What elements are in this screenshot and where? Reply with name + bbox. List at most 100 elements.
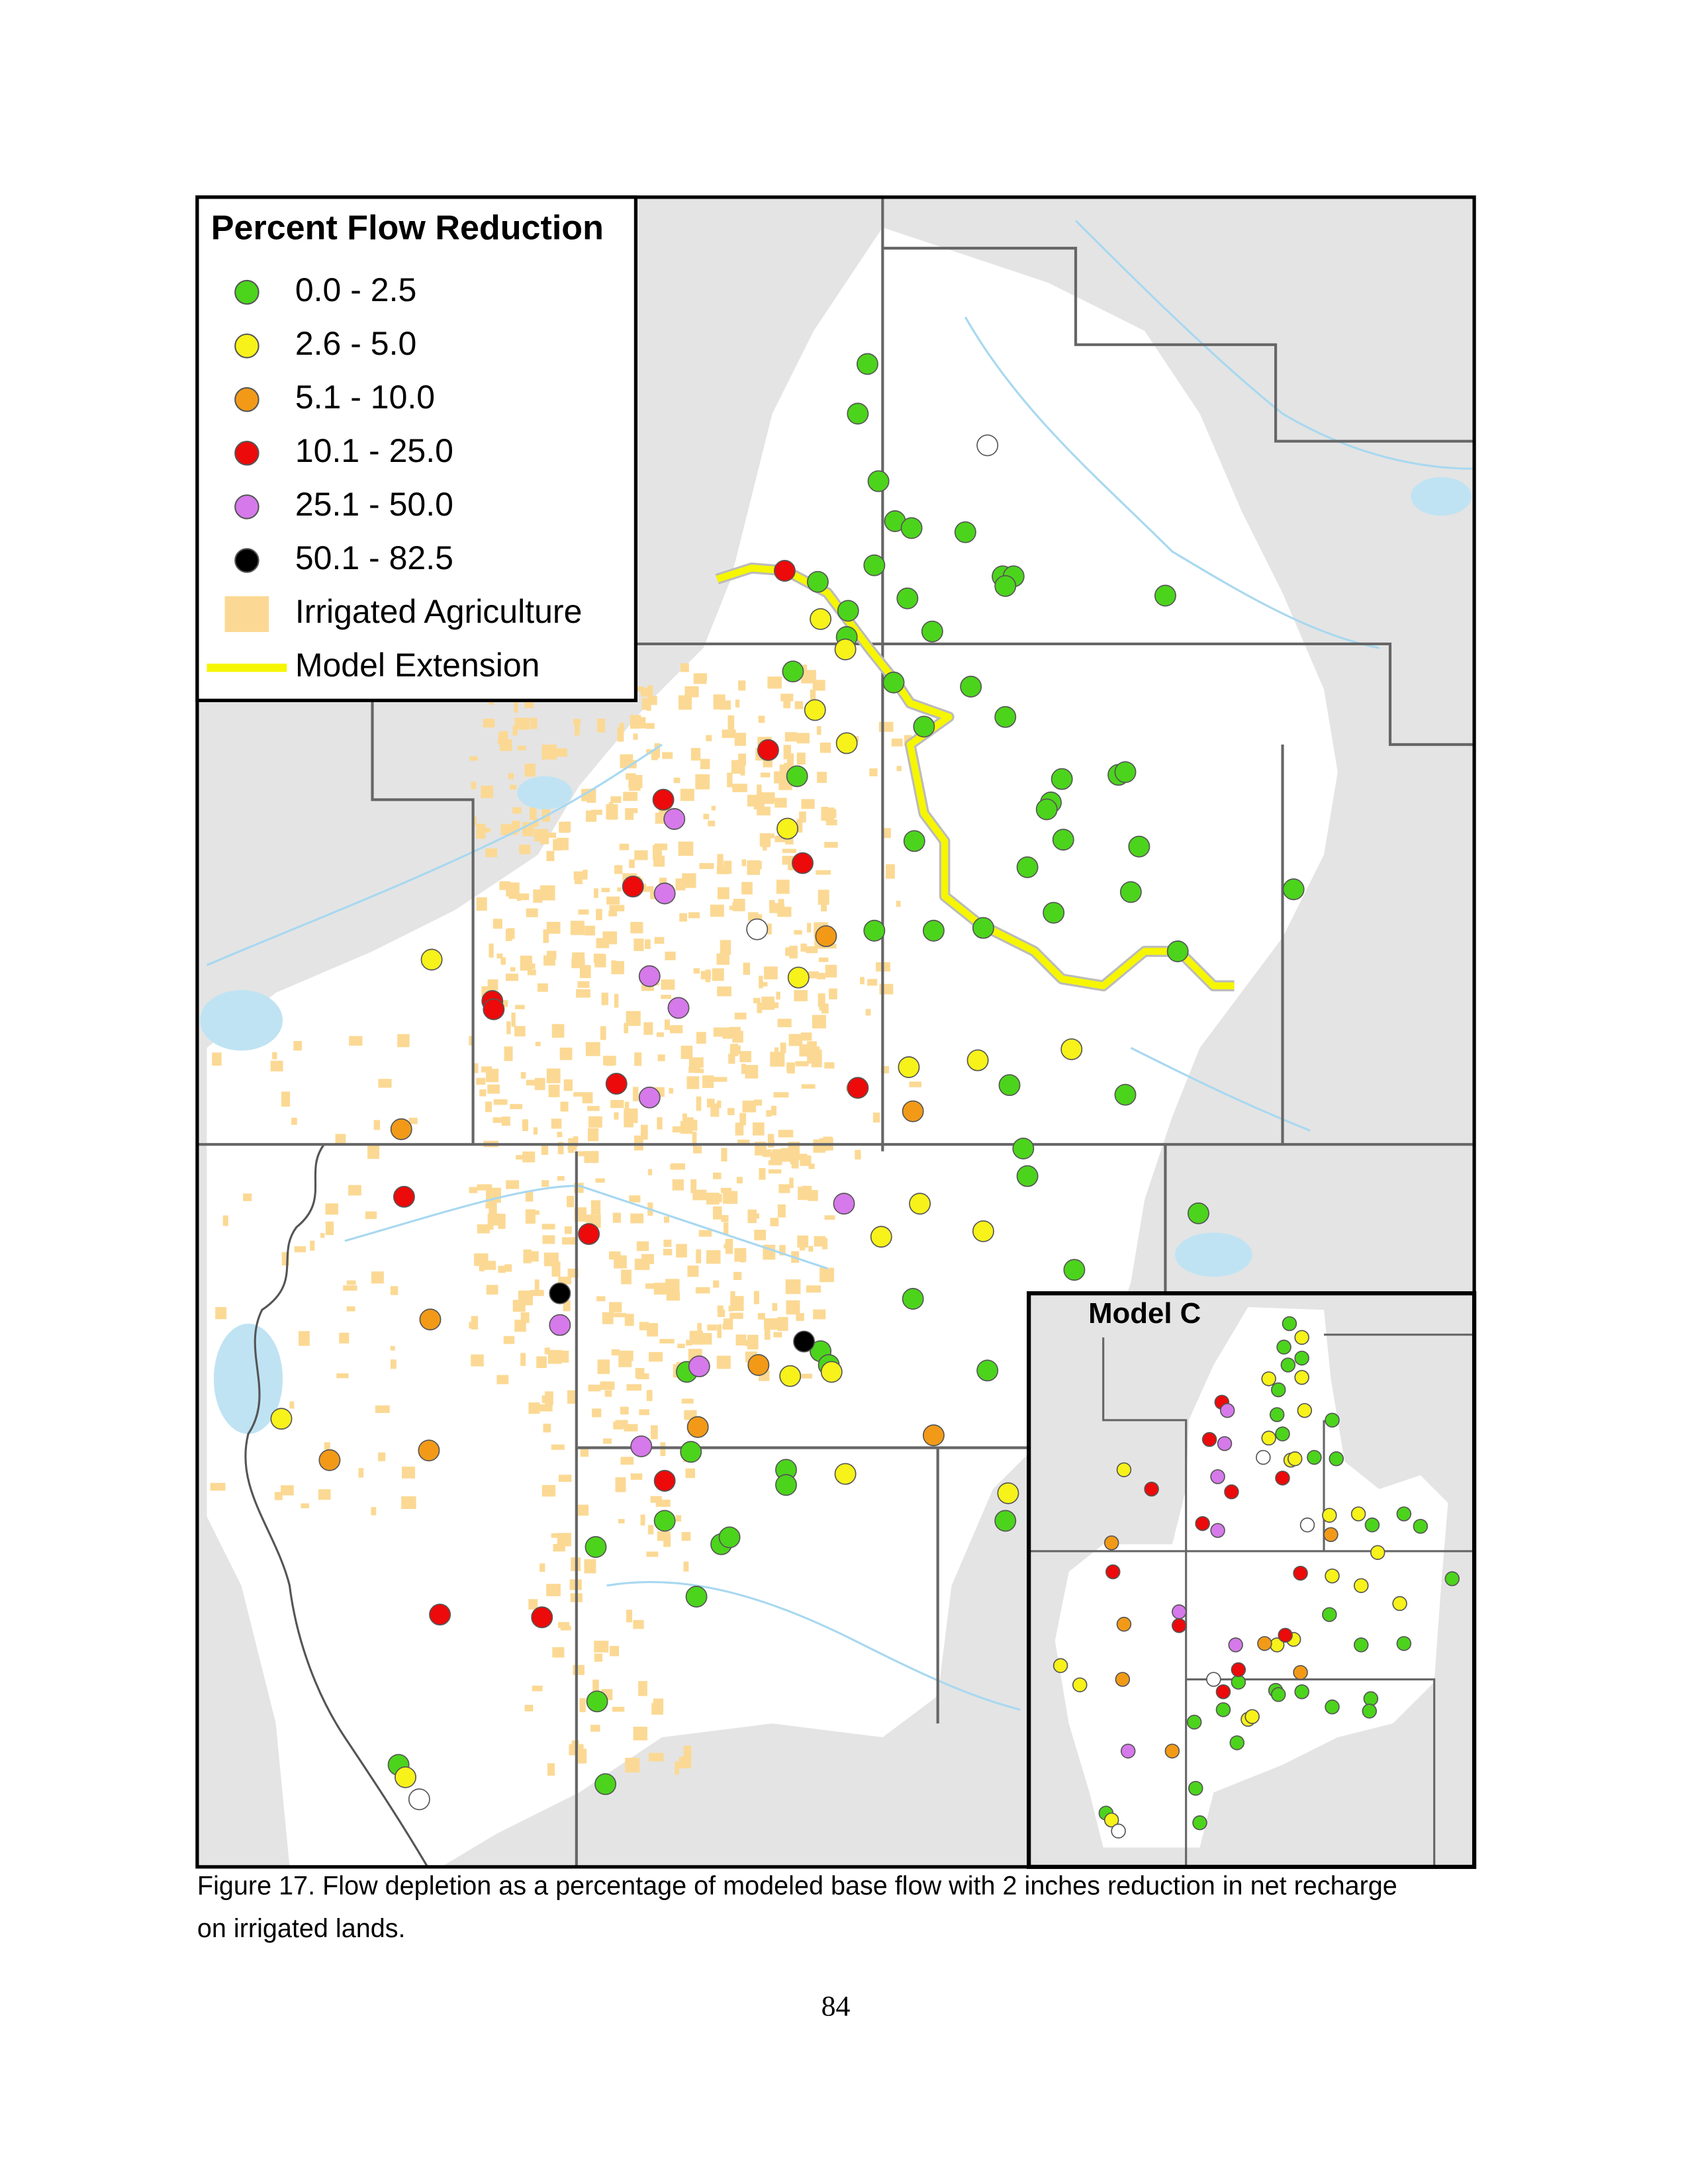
map bbox=[197, 197, 1475, 1867]
ag-patch bbox=[753, 997, 761, 1004]
ag-patch bbox=[546, 1584, 561, 1596]
site bbox=[921, 620, 943, 643]
ag-patch bbox=[590, 809, 602, 815]
ag-patch bbox=[618, 1519, 625, 1524]
ag-patch bbox=[626, 1011, 641, 1026]
ag-patch bbox=[648, 1351, 663, 1362]
ag-patch bbox=[671, 1163, 685, 1170]
site bbox=[1362, 1704, 1377, 1719]
ag-patch bbox=[349, 1036, 363, 1046]
ag-patch bbox=[774, 771, 789, 784]
inset-title: Model C bbox=[1088, 1297, 1201, 1330]
ag-patch bbox=[592, 1679, 599, 1694]
county-lines bbox=[197, 197, 1475, 1867]
ag-patch bbox=[717, 986, 731, 997]
ag-patch bbox=[643, 1022, 653, 1035]
ag-patch bbox=[373, 1120, 381, 1130]
legend-symbol bbox=[234, 494, 259, 520]
ag-patch bbox=[558, 1277, 572, 1285]
site bbox=[585, 1536, 607, 1558]
site bbox=[429, 1604, 451, 1626]
ag-patch bbox=[560, 1625, 571, 1631]
ag-patch bbox=[611, 961, 624, 975]
site bbox=[1364, 1517, 1380, 1533]
ag-patch bbox=[680, 788, 694, 801]
ag-patch bbox=[563, 1079, 573, 1091]
site bbox=[549, 1282, 571, 1304]
ag-patch bbox=[699, 863, 714, 870]
inset-body bbox=[1029, 1293, 1475, 1867]
ag-patch bbox=[777, 907, 792, 917]
site bbox=[1164, 1743, 1180, 1759]
ag-patch bbox=[735, 1334, 747, 1346]
ag-patch bbox=[636, 1241, 649, 1251]
inset-frame bbox=[1027, 1291, 1477, 1869]
ag-patch bbox=[606, 1058, 614, 1066]
ag-patch bbox=[506, 974, 518, 981]
ag-patch bbox=[600, 1026, 606, 1040]
site bbox=[1224, 1484, 1239, 1500]
ag-patch bbox=[397, 1034, 410, 1048]
ag-patch bbox=[808, 971, 820, 979]
ag-patch bbox=[629, 859, 635, 868]
legend-label: Model Extension bbox=[295, 647, 540, 684]
ag-patch bbox=[855, 1150, 861, 1160]
ag-patch bbox=[677, 1343, 685, 1349]
ag-patch bbox=[408, 1117, 418, 1124]
ag-patch bbox=[757, 1312, 765, 1320]
ag-patch bbox=[474, 1063, 479, 1073]
ag-patch bbox=[530, 717, 538, 729]
ag-patch bbox=[772, 1302, 778, 1311]
ag-patch bbox=[633, 1727, 647, 1741]
site bbox=[804, 699, 826, 721]
ag-patch bbox=[813, 1309, 826, 1320]
ag-patch bbox=[727, 772, 733, 788]
study-area bbox=[207, 227, 1338, 1867]
ag-patch bbox=[639, 1322, 649, 1331]
ag-patch bbox=[663, 1249, 673, 1255]
ag-patch bbox=[608, 911, 618, 917]
ag-patch bbox=[712, 1077, 727, 1082]
ag-patch bbox=[680, 663, 689, 672]
site bbox=[1325, 1412, 1340, 1428]
ag-patch bbox=[794, 989, 808, 1001]
ag-patch bbox=[865, 1009, 871, 1016]
ag-patch bbox=[823, 1270, 828, 1281]
ag-patch bbox=[539, 1404, 553, 1412]
ag-patch bbox=[867, 979, 878, 986]
ag-patch bbox=[243, 1193, 252, 1201]
ag-patch bbox=[612, 1212, 622, 1223]
ag-patch bbox=[595, 1178, 605, 1183]
ag-patch bbox=[717, 1305, 724, 1312]
site bbox=[1322, 1508, 1337, 1523]
ag-patch bbox=[510, 784, 517, 790]
ag-patch bbox=[546, 950, 557, 960]
ag-patch bbox=[860, 977, 865, 985]
site bbox=[1269, 1407, 1285, 1422]
ag-patch bbox=[869, 768, 878, 777]
ag-patch bbox=[294, 1246, 306, 1253]
ag-patch bbox=[343, 1285, 357, 1291]
rivers bbox=[206, 220, 1475, 1711]
ag-patch bbox=[778, 899, 784, 909]
page-number: 84 bbox=[821, 1990, 851, 2022]
ag-patch bbox=[507, 928, 515, 939]
ag-patch bbox=[721, 1148, 727, 1161]
ag-patch bbox=[767, 676, 782, 689]
ag-patch bbox=[734, 1013, 747, 1020]
river bbox=[1074, 220, 1475, 470]
ag-patch bbox=[808, 1246, 814, 1252]
ag-patch bbox=[532, 1685, 543, 1692]
ag-patch bbox=[641, 698, 649, 710]
site bbox=[1271, 1382, 1286, 1398]
ag-patch bbox=[675, 878, 686, 891]
ag-patch bbox=[782, 848, 796, 853]
ag-patch bbox=[825, 964, 837, 978]
site bbox=[638, 965, 661, 987]
ag-patch bbox=[713, 694, 726, 709]
ag-patch bbox=[528, 1599, 538, 1610]
ag-patch bbox=[346, 1306, 355, 1312]
ag-patch bbox=[806, 1285, 821, 1293]
site bbox=[833, 1193, 855, 1215]
ag-patch bbox=[759, 976, 763, 989]
